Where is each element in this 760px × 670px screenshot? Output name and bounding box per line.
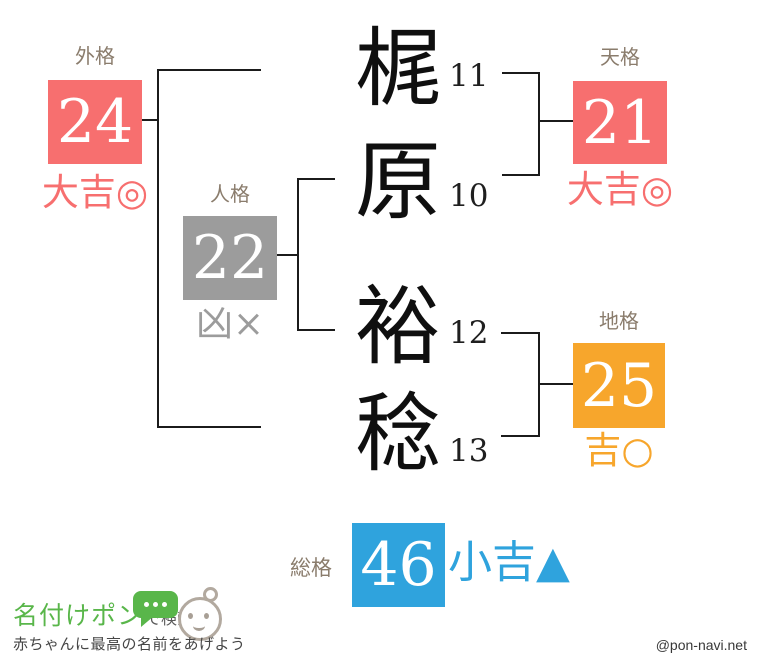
tenkaku-bracket-top-line <box>502 72 540 74</box>
tenkaku-bracket-vertical <box>538 72 540 176</box>
baby-eye-right <box>204 613 209 619</box>
gaikaku-bracket-connector <box>142 119 158 121</box>
jinkaku-bracket-bottom-line <box>297 329 335 331</box>
baby-eye-left <box>188 613 193 619</box>
tenkaku-fortune: 大吉◎ <box>566 168 674 211</box>
chikaku-bracket-connector <box>538 383 573 385</box>
chikaku-value: 25 <box>580 350 658 421</box>
gaikaku-bracket-bottom-line <box>157 426 261 428</box>
gaikaku-bracket-vertical <box>157 69 159 428</box>
jinkaku-label: 人格 <box>210 184 250 206</box>
speech-bubble-dot <box>153 602 158 607</box>
baby-smile <box>193 621 205 631</box>
jinkaku-bracket-top-line <box>297 178 335 180</box>
soukaku-label: 総格 <box>290 557 332 580</box>
soukaku-value: 46 <box>360 530 437 600</box>
speech-bubble-icon <box>133 591 178 618</box>
logo-tagline: 赤ちゃんに最高の名前をあげよう <box>13 636 246 653</box>
name-char-1: 梶 <box>355 19 441 119</box>
chikaku-value-box: 25 <box>573 343 665 428</box>
gaikaku-value: 24 <box>56 87 134 157</box>
name-char-4: 稔 <box>355 384 441 484</box>
stroke-count-2: 10 <box>449 178 489 214</box>
chikaku-bracket-bottom-line <box>501 435 540 437</box>
gaikaku-label: 外格 <box>75 46 115 68</box>
soukaku-value-box: 46 <box>352 523 445 607</box>
chikaku-label: 地格 <box>599 311 639 333</box>
chikaku-bracket-top-line <box>501 332 540 334</box>
tenkaku-value: 21 <box>581 87 659 158</box>
gaikaku-bracket-top-line <box>157 69 261 71</box>
tenkaku-label: 天格 <box>600 47 640 69</box>
name-char-3: 裕 <box>355 277 441 377</box>
stroke-count-4: 13 <box>449 433 489 469</box>
chikaku-fortune: 吉○ <box>584 429 654 472</box>
jinkaku-value: 22 <box>191 223 269 293</box>
tenkaku-value-box: 21 <box>573 81 667 164</box>
stroke-count-1: 11 <box>449 58 489 94</box>
tenkaku-bracket-bottom-line <box>502 174 540 176</box>
gaikaku-fortune: 大吉◎ <box>41 171 149 214</box>
speech-bubble-dot <box>144 602 149 607</box>
jinkaku-fortune: 凶× <box>195 302 264 345</box>
jinkaku-value-box: 22 <box>183 216 277 300</box>
jinkaku-bracket-vertical <box>297 178 299 331</box>
speech-bubble-dot <box>162 602 167 607</box>
logo-brand-text: 名付けポン <box>13 602 144 630</box>
jinkaku-bracket-connector <box>277 254 299 256</box>
tenkaku-bracket-connector <box>538 120 573 122</box>
name-char-2: 原 <box>355 132 441 232</box>
speech-bubble-tail <box>141 616 154 627</box>
soukaku-fortune: 小吉▲ <box>448 537 570 588</box>
baby-head <box>178 597 222 641</box>
site-credit: @pon-navi.net <box>655 637 747 653</box>
gaikaku-value-box: 24 <box>48 80 142 164</box>
baby-face-icon <box>176 586 224 641</box>
stroke-count-3: 12 <box>449 315 489 351</box>
